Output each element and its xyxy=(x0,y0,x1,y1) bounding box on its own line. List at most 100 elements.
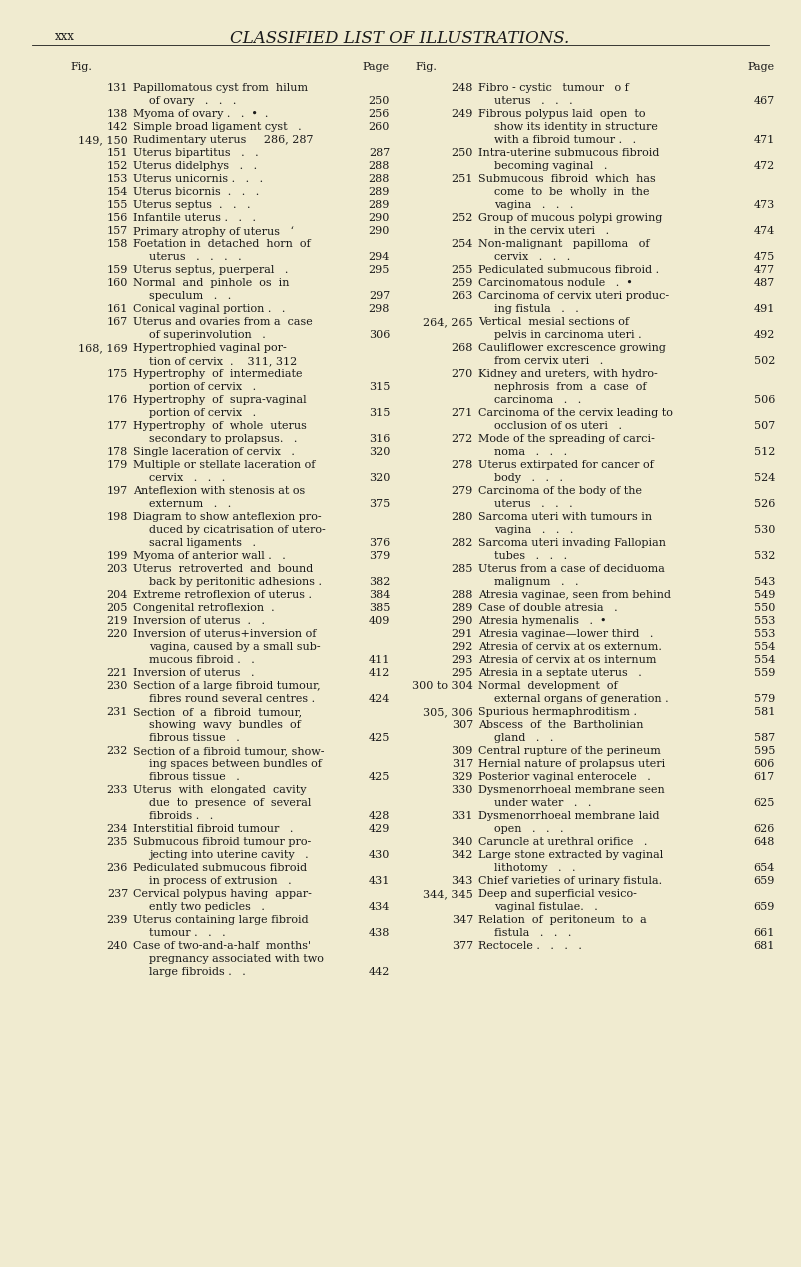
Text: Uterus containing large fibroid: Uterus containing large fibroid xyxy=(133,915,308,925)
Text: 142: 142 xyxy=(107,122,128,132)
Text: 285: 285 xyxy=(452,564,473,574)
Text: Atresia vaginae—lower third   .: Atresia vaginae—lower third . xyxy=(478,628,654,639)
Text: Case of double atresia   .: Case of double atresia . xyxy=(478,603,618,613)
Text: Hypertrophy  of  whole  uterus: Hypertrophy of whole uterus xyxy=(133,421,307,431)
Text: Uterus septus  .   .   .: Uterus septus . . . xyxy=(133,200,251,210)
Text: 549: 549 xyxy=(754,590,775,599)
Text: Carcinoma of the cervix leading to: Carcinoma of the cervix leading to xyxy=(478,408,673,418)
Text: Normal  and  pinhole  os  in: Normal and pinhole os in xyxy=(133,277,289,288)
Text: 543: 543 xyxy=(754,576,775,587)
Text: 199: 199 xyxy=(107,551,128,561)
Text: 331: 331 xyxy=(452,811,473,821)
Text: 289: 289 xyxy=(368,200,390,210)
Text: Carcinomatous nodule   .  •: Carcinomatous nodule . • xyxy=(478,277,633,288)
Text: uterus   .   .   .: uterus . . . xyxy=(494,499,573,509)
Text: 315: 315 xyxy=(368,408,390,418)
Text: 289: 289 xyxy=(452,603,473,613)
Text: 491: 491 xyxy=(754,304,775,314)
Text: Single laceration of cervix   .: Single laceration of cervix . xyxy=(133,447,295,457)
Text: pregnancy associated with two: pregnancy associated with two xyxy=(149,954,324,964)
Text: 550: 550 xyxy=(754,603,775,613)
Text: 409: 409 xyxy=(368,616,390,626)
Text: Relation  of  peritoneum  to  a: Relation of peritoneum to a xyxy=(478,915,646,925)
Text: Central rupture of the perineum: Central rupture of the perineum xyxy=(478,746,661,756)
Text: 293: 293 xyxy=(452,655,473,665)
Text: Fibro - cystic   tumour   o f: Fibro - cystic tumour o f xyxy=(478,82,629,92)
Text: 379: 379 xyxy=(368,551,390,561)
Text: 320: 320 xyxy=(368,447,390,457)
Text: Anteflexion with stenosis at os: Anteflexion with stenosis at os xyxy=(133,485,305,495)
Text: 255: 255 xyxy=(452,265,473,275)
Text: 472: 472 xyxy=(754,161,775,171)
Text: Cervical polypus having  appar-: Cervical polypus having appar- xyxy=(133,888,312,898)
Text: Dysmenorrhoeal membrane seen: Dysmenorrhoeal membrane seen xyxy=(478,784,665,794)
Text: 290: 290 xyxy=(452,616,473,626)
Text: 175: 175 xyxy=(107,369,128,379)
Text: 429: 429 xyxy=(368,824,390,834)
Text: Mode of the spreading of carci-: Mode of the spreading of carci- xyxy=(478,433,655,443)
Text: 307: 307 xyxy=(452,720,473,730)
Text: vagina, caused by a small sub-: vagina, caused by a small sub- xyxy=(149,642,320,651)
Text: Section  of  a  fibroid  tumour,: Section of a fibroid tumour, xyxy=(133,707,302,717)
Text: in the cervix uteri   .: in the cervix uteri . xyxy=(494,226,609,236)
Text: Multiple or stellate laceration of: Multiple or stellate laceration of xyxy=(133,460,316,470)
Text: 149, 150: 149, 150 xyxy=(78,134,128,144)
Text: 205: 205 xyxy=(107,603,128,613)
Text: 234: 234 xyxy=(107,824,128,834)
Text: Uterus septus, puerperal   .: Uterus septus, puerperal . xyxy=(133,265,288,275)
Text: Uterus  retroverted  and  bound: Uterus retroverted and bound xyxy=(133,564,313,574)
Text: 475: 475 xyxy=(754,252,775,262)
Text: 559: 559 xyxy=(754,668,775,678)
Text: 553: 553 xyxy=(754,616,775,626)
Text: 233: 233 xyxy=(107,784,128,794)
Text: 377: 377 xyxy=(452,941,473,950)
Text: 256: 256 xyxy=(368,109,390,119)
Text: 340: 340 xyxy=(452,836,473,846)
Text: 288: 288 xyxy=(452,590,473,599)
Text: 320: 320 xyxy=(368,473,390,483)
Text: ently two pedicles   .: ently two pedicles . xyxy=(149,902,265,912)
Text: vagina   .   .   .: vagina . . . xyxy=(494,525,574,535)
Text: ing fistula   .   .: ing fistula . . xyxy=(494,304,579,314)
Text: 659: 659 xyxy=(754,902,775,912)
Text: fibres round several centres .: fibres round several centres . xyxy=(149,694,315,703)
Text: 295: 295 xyxy=(368,265,390,275)
Text: 264, 265: 264, 265 xyxy=(423,317,473,327)
Text: Foetation in  detached  horn  of: Foetation in detached horn of xyxy=(133,238,311,248)
Text: 290: 290 xyxy=(368,213,390,223)
Text: 434: 434 xyxy=(368,902,390,912)
Text: pelvis in carcinoma uteri .: pelvis in carcinoma uteri . xyxy=(494,329,642,340)
Text: 250: 250 xyxy=(452,148,473,158)
Text: Uterus unicornis .   .   .: Uterus unicornis . . . xyxy=(133,174,263,184)
Text: 287: 287 xyxy=(368,148,390,158)
Text: Inversion of uterus+inversion of: Inversion of uterus+inversion of xyxy=(133,628,316,639)
Text: 271: 271 xyxy=(452,408,473,418)
Text: 428: 428 xyxy=(368,811,390,821)
Text: portion of cervix   .: portion of cervix . xyxy=(149,408,256,418)
Text: 131: 131 xyxy=(107,82,128,92)
Text: 342: 342 xyxy=(452,850,473,860)
Text: 343: 343 xyxy=(452,875,473,886)
Text: 197: 197 xyxy=(107,485,128,495)
Text: 236: 236 xyxy=(107,863,128,873)
Text: with a fibroid tumour .   .: with a fibroid tumour . . xyxy=(494,134,636,144)
Text: Sarcoma uteri invading Fallopian: Sarcoma uteri invading Fallopian xyxy=(478,537,666,547)
Text: 473: 473 xyxy=(754,200,775,210)
Text: occlusion of os uteri   .: occlusion of os uteri . xyxy=(494,421,622,431)
Text: 553: 553 xyxy=(754,628,775,639)
Text: Uterus extirpated for cancer of: Uterus extirpated for cancer of xyxy=(478,460,654,470)
Text: 167: 167 xyxy=(107,317,128,327)
Text: 168, 169: 168, 169 xyxy=(78,343,128,352)
Text: Non-malignant   papilloma   of: Non-malignant papilloma of xyxy=(478,238,650,248)
Text: external organs of generation .: external organs of generation . xyxy=(494,694,669,703)
Text: ing spaces between bundles of: ing spaces between bundles of xyxy=(149,759,322,769)
Text: Infantile uterus .   .   .: Infantile uterus . . . xyxy=(133,213,256,223)
Text: Myoma of ovary .   .  •  .: Myoma of ovary . . • . xyxy=(133,109,268,119)
Text: 438: 438 xyxy=(368,927,390,938)
Text: 425: 425 xyxy=(368,772,390,782)
Text: 268: 268 xyxy=(452,343,473,352)
Text: Interstitial fibroid tumour   .: Interstitial fibroid tumour . xyxy=(133,824,293,834)
Text: 316: 316 xyxy=(368,433,390,443)
Text: 297: 297 xyxy=(368,291,390,300)
Text: malignum   .   .: malignum . . xyxy=(494,576,578,587)
